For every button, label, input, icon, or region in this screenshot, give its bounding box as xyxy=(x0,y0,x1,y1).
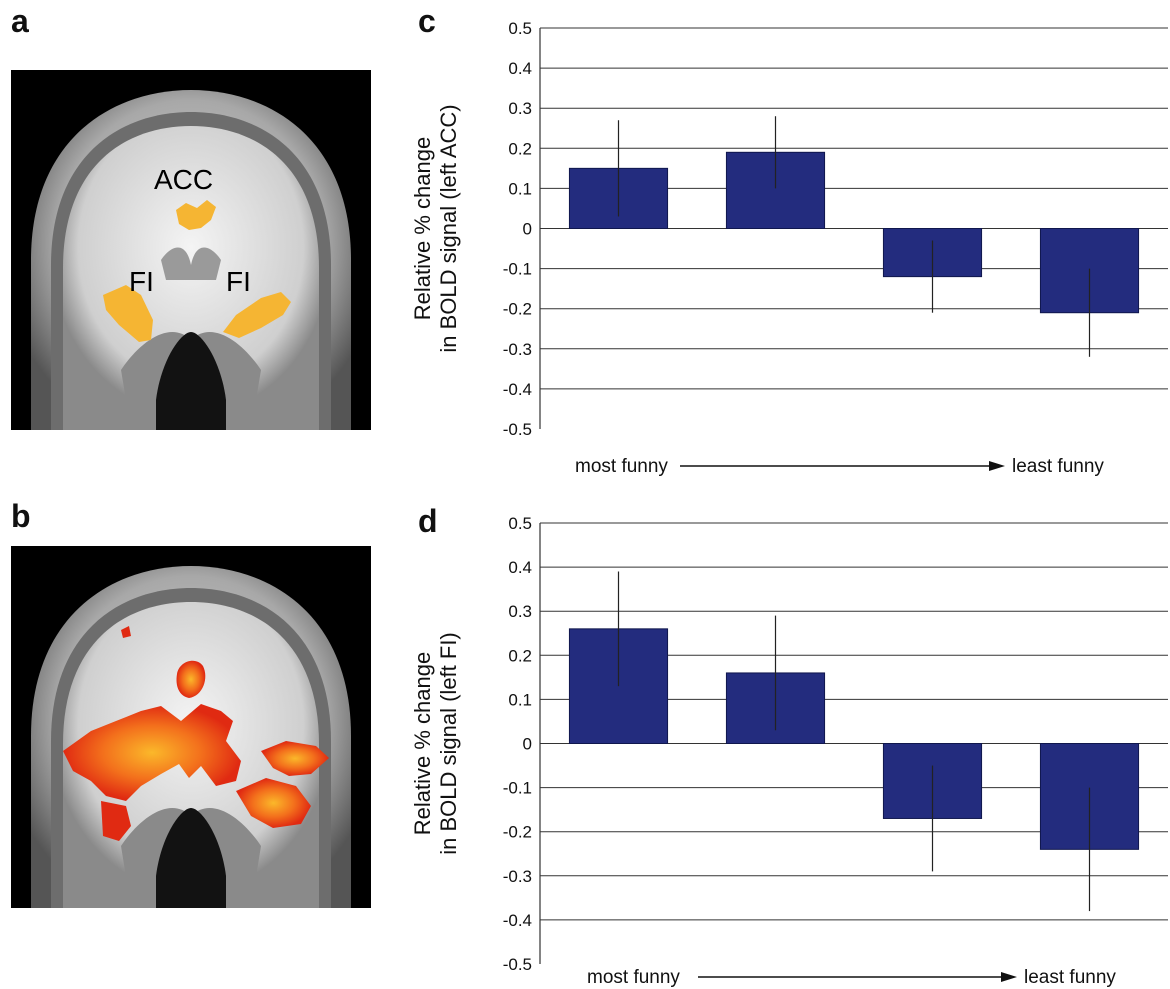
chart-c-ytick-label-0: 0.5 xyxy=(508,19,532,38)
chart-c-ytick-label-2: 0.3 xyxy=(508,99,532,118)
panel-letter-d: d xyxy=(418,503,438,539)
fi-left-label: FI xyxy=(129,266,154,297)
chart-c-ytick-label-8: -0.3 xyxy=(503,340,532,359)
brain-scan-b xyxy=(11,546,371,908)
chart-c-ytick-label-10: -0.5 xyxy=(503,420,532,439)
bar-chart-d: 0.5 0.4 0.3 0.2 0.1 0 -0.1 -0.2 -0.3 -0.4 -0.5 Rel… xyxy=(400,505,1170,989)
chart-d-ylabel-line2: in BOLD signal (left FI) xyxy=(436,632,461,855)
activation-region-1 xyxy=(103,285,153,342)
chart-c-ytick-label-7: -0.2 xyxy=(503,300,532,319)
bar-chart-c: 0.5 0.4 0.3 0.2 0.1 0 -0.1 -0.2 -0.3 -0.4 -0.5 Rel… xyxy=(400,0,1170,490)
chart-c-trend-end: least funny xyxy=(1012,456,1104,477)
chart-d-ytick-label-2: 0.3 xyxy=(508,602,532,621)
activation-region-2 xyxy=(223,292,291,338)
chart-c-ytick-label-9: -0.4 xyxy=(503,380,532,399)
chart-c-ytick-label-1: 0.4 xyxy=(508,59,532,78)
chart-d-ytick-label-5: 0 xyxy=(523,735,532,754)
chart-c-ylabel-line1: Relative % change xyxy=(410,137,435,320)
chart-c-trend-arrow-head xyxy=(989,461,1005,471)
panel-letter-c: c xyxy=(418,3,436,39)
chart-d-ytick-label-3: 0.2 xyxy=(508,646,532,665)
chart-c-ytick-label-3: 0.2 xyxy=(508,139,532,158)
chart-d-ytick-label-4: 0.1 xyxy=(508,690,532,709)
chart-d-trend-arrow-head xyxy=(1001,972,1017,982)
chart-c-ytick-label-4: 0.1 xyxy=(508,179,532,198)
bar-chart-c-svg: 0.5 0.4 0.3 0.2 0.1 0 -0.1 -0.2 -0.3 -0.4 -0.5 Rel… xyxy=(410,19,1168,477)
chart-c-trend-start: most funny xyxy=(575,456,668,477)
chart-d-ytick-label-6: -0.1 xyxy=(503,779,532,798)
fi-right-label: FI xyxy=(226,266,251,297)
chart-c-ylabel-line2: in BOLD signal (left ACC) xyxy=(436,104,461,352)
chart-d-ytick-label-9: -0.4 xyxy=(503,911,532,930)
chart-d-trend-end: least funny xyxy=(1024,967,1116,988)
chart-d-ytick-label-8: -0.3 xyxy=(503,867,532,886)
brain-scan-a: ACC FI FI xyxy=(11,70,371,430)
bar-chart-d-svg: 0.5 0.4 0.3 0.2 0.1 0 -0.1 -0.2 -0.3 -0.4 -0.5 Rel… xyxy=(410,514,1168,988)
chart-d-ytick-label-7: -0.2 xyxy=(503,823,532,842)
panel-letter-b: b xyxy=(11,498,31,534)
chart-c-ytick-label-5: 0 xyxy=(523,220,532,239)
chart-d-ytick-label-0: 0.5 xyxy=(508,514,532,533)
acc-label: ACC xyxy=(154,164,214,195)
chart-d-ytick-label-10: -0.5 xyxy=(503,955,532,974)
panel-letter-a: a xyxy=(11,3,29,39)
chart-d-trend-start: most funny xyxy=(587,967,680,988)
activation-region-0 xyxy=(176,200,216,230)
chart-c-ytick-label-6: -0.1 xyxy=(503,260,532,279)
chart-d-ytick-label-1: 0.4 xyxy=(508,558,532,577)
chart-d-ylabel-line1: Relative % change xyxy=(410,652,435,835)
